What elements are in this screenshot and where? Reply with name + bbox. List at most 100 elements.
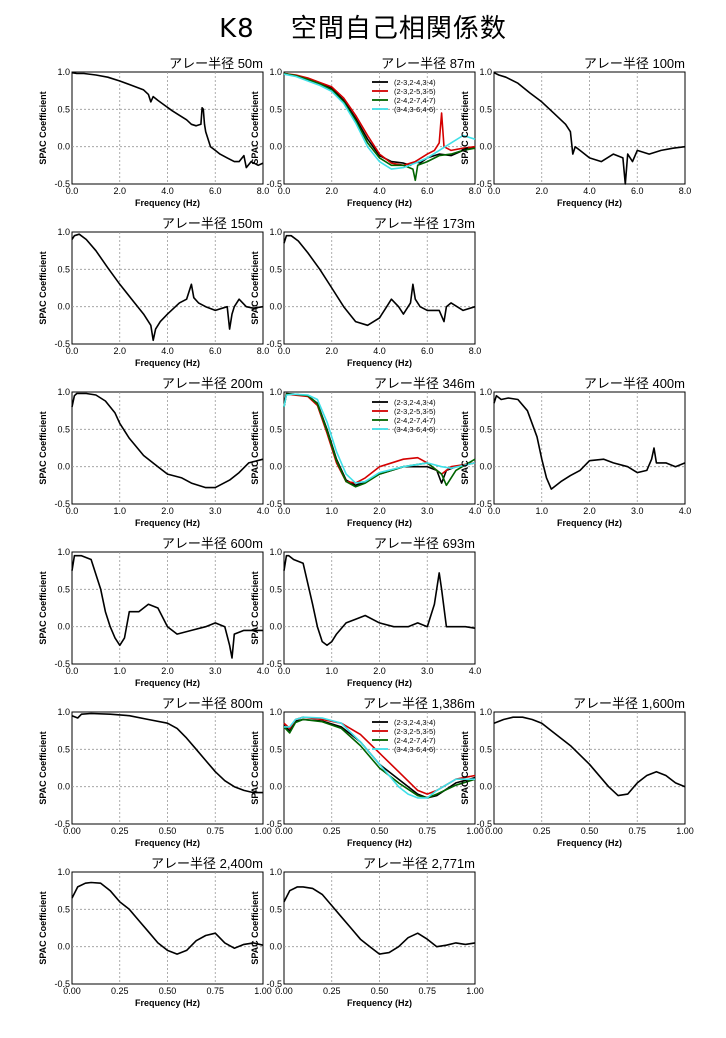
series-line xyxy=(493,394,686,490)
x-tick-label: 4.0 xyxy=(161,346,174,356)
x-tick-label: 0.0 xyxy=(66,186,79,196)
y-tick-label: 1.0 xyxy=(269,707,282,717)
x-tick-label: 8.0 xyxy=(257,346,270,356)
x-tick-label: 8.0 xyxy=(257,186,270,196)
legend-label: (2-3,2-4,3-4) xyxy=(394,398,436,407)
y-tick-label: 1.0 xyxy=(269,867,282,877)
y-axis-label: SPAC Coefficient xyxy=(250,731,260,804)
legend-label: (2-3,2-5,3-5) xyxy=(394,87,436,96)
y-tick-label: 0.0 xyxy=(479,782,492,792)
y-tick-label: 0.0 xyxy=(269,622,282,632)
y-tick-label: 0.5 xyxy=(269,584,282,594)
y-tick-label: 0.5 xyxy=(479,424,492,434)
y-tick-label: 0.5 xyxy=(269,904,282,914)
x-tick-label: 0.25 xyxy=(323,826,341,836)
x-axis-label: Frequency (Hz) xyxy=(347,198,412,208)
y-tick-label: 1.0 xyxy=(57,227,70,237)
y-tick-label: 1.0 xyxy=(57,387,70,397)
x-tick-label: 0.50 xyxy=(159,986,177,996)
y-tick-label: 0.5 xyxy=(57,904,70,914)
x-axis-label: Frequency (Hz) xyxy=(135,518,200,528)
x-tick-label: 1.00 xyxy=(676,826,694,836)
x-tick-label: 0.50 xyxy=(371,826,389,836)
y-tick-label: -0.5 xyxy=(54,659,70,669)
y-tick-label: 1.0 xyxy=(479,387,492,397)
x-tick-label: 4.0 xyxy=(257,666,270,676)
y-axis-label: SPAC Coefficient xyxy=(38,91,48,164)
x-tick-label: 3.0 xyxy=(421,506,434,516)
legend-label: (2-4,2-7,4-7) xyxy=(394,736,436,745)
x-tick-label: 2.0 xyxy=(535,186,548,196)
x-tick-label: 6.0 xyxy=(209,346,222,356)
y-axis-label: SPAC Coefficient xyxy=(250,411,260,484)
x-axis-label: Frequency (Hz) xyxy=(135,998,200,1008)
y-tick-label: 0.0 xyxy=(269,142,282,152)
y-tick-label: 0.5 xyxy=(269,104,282,114)
x-axis-label: Frequency (Hz) xyxy=(135,198,200,208)
y-axis-label: SPAC Coefficient xyxy=(460,91,470,164)
y-tick-label: -0.5 xyxy=(266,659,282,669)
x-tick-label: 8.0 xyxy=(469,346,482,356)
series-line xyxy=(283,886,476,955)
x-tick-label: 2.0 xyxy=(161,666,174,676)
chart-panel: 0.00 0.25 0.50 0.75 1.00 -0.5 0.0 0.5 1.0 Frequen… xyxy=(38,696,272,848)
x-tick-label: 2.0 xyxy=(325,186,338,196)
legend-label: (2-3,2-5,3-5) xyxy=(394,727,436,736)
x-tick-label: 0.00 xyxy=(63,826,81,836)
y-tick-label: 0.5 xyxy=(269,744,282,754)
x-tick-label: 1.00 xyxy=(254,986,272,996)
y-tick-label: -0.5 xyxy=(476,499,492,509)
x-tick-label: 6.0 xyxy=(421,346,434,356)
series-line xyxy=(283,234,476,327)
x-tick-label: 8.0 xyxy=(469,186,482,196)
chart-title: アレー半径 50m xyxy=(169,56,263,71)
x-tick-label: 0.0 xyxy=(66,346,79,356)
y-tick-label: 0.5 xyxy=(57,264,70,274)
x-tick-label: 0.50 xyxy=(581,826,599,836)
chart-title: アレー半径 100m xyxy=(584,56,685,71)
x-tick-label: 3.0 xyxy=(209,506,222,516)
x-tick-label: 0.25 xyxy=(111,826,129,836)
x-tick-label: 4.0 xyxy=(469,506,482,516)
x-axis-label: Frequency (Hz) xyxy=(135,678,200,688)
x-tick-label: 0.00 xyxy=(275,826,293,836)
x-tick-label: 0.0 xyxy=(488,186,501,196)
y-tick-label: -0.5 xyxy=(54,339,70,349)
series-line xyxy=(493,716,686,797)
x-axis-label: Frequency (Hz) xyxy=(347,838,412,848)
chart-title: アレー半径 2,400m xyxy=(151,856,263,871)
y-tick-label: -0.5 xyxy=(266,499,282,509)
y-tick-label: 0.0 xyxy=(269,462,282,472)
y-tick-label: 1.0 xyxy=(57,707,70,717)
x-axis-label: Frequency (Hz) xyxy=(347,358,412,368)
x-tick-label: 4.0 xyxy=(583,186,596,196)
x-tick-label: 0.25 xyxy=(111,986,129,996)
x-tick-label: 0.00 xyxy=(275,986,293,996)
x-tick-label: 0.25 xyxy=(323,986,341,996)
x-tick-label: 2.0 xyxy=(113,346,126,356)
chart-title: アレー半径 346m xyxy=(374,376,475,391)
y-tick-label: 1.0 xyxy=(57,67,70,77)
y-axis-label: SPAC Coefficient xyxy=(250,251,260,324)
x-axis-label: Frequency (Hz) xyxy=(135,838,200,848)
x-axis-label: Frequency (Hz) xyxy=(347,518,412,528)
y-tick-label: 0.0 xyxy=(479,142,492,152)
y-tick-label: 1.0 xyxy=(479,67,492,77)
y-axis-label: SPAC Coefficient xyxy=(38,411,48,484)
x-tick-label: 1.0 xyxy=(535,506,548,516)
chart-title: アレー半径 2,771m xyxy=(363,856,475,871)
page-title: K8 空間自己相関係数 xyxy=(219,14,507,44)
x-tick-label: 0.0 xyxy=(278,186,291,196)
x-tick-label: 2.0 xyxy=(583,506,596,516)
y-tick-label: 1.0 xyxy=(269,67,282,77)
y-axis-label: SPAC Coefficient xyxy=(38,891,48,964)
x-tick-label: 1.0 xyxy=(325,506,338,516)
y-tick-label: 0.5 xyxy=(479,104,492,114)
series-line xyxy=(71,881,264,955)
chart-title: アレー半径 150m xyxy=(162,216,263,231)
x-tick-label: 1.0 xyxy=(113,666,126,676)
